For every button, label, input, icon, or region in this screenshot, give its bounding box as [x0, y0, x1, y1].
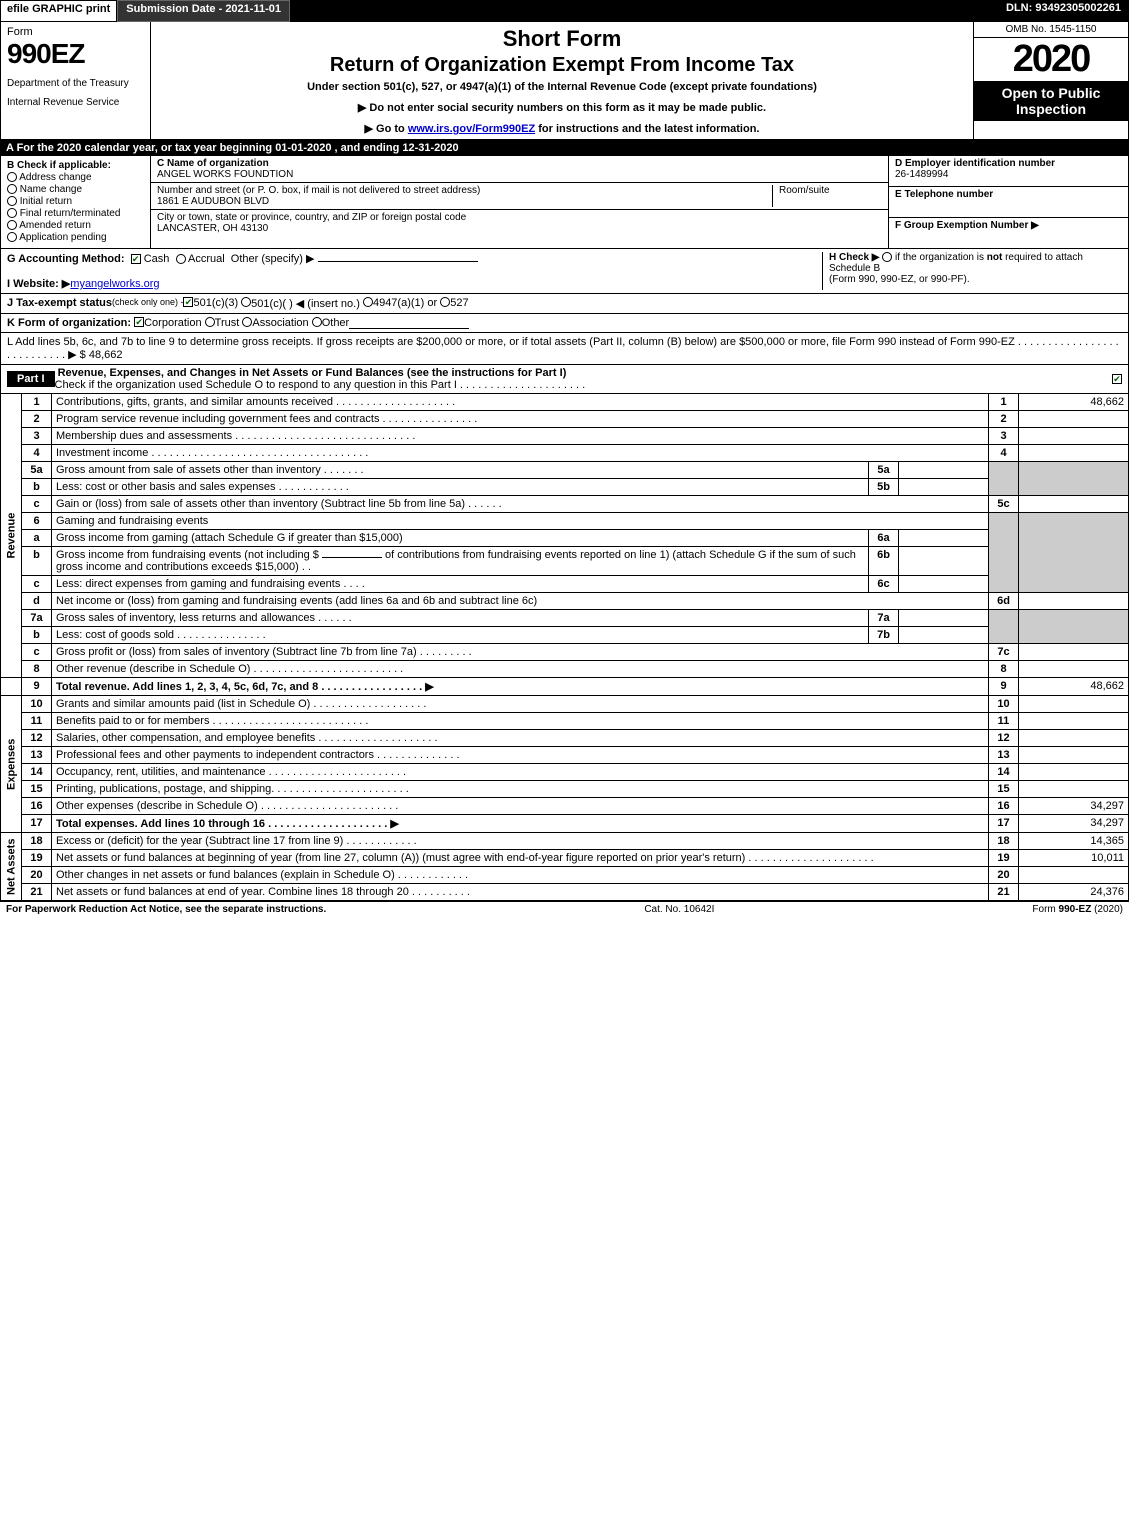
part-i-table: Revenue 1 Contributions, gifts, grants, …: [0, 394, 1129, 901]
cat-number: Cat. No. 10642I: [326, 904, 1032, 915]
ssn-warning: ▶ Do not enter social security numbers o…: [159, 101, 965, 114]
chk-amended-return[interactable]: Amended return: [7, 220, 144, 231]
header-right: OMB No. 1545-1150 2020 Open to Public In…: [973, 22, 1128, 139]
line-6b-contrib-input[interactable]: [322, 557, 382, 558]
chk-501c[interactable]: [241, 297, 251, 307]
section-g: G Accounting Method: Cash Accrual Other …: [7, 252, 816, 290]
line-17-total-expenses: 34,297: [1019, 815, 1129, 833]
goto-post: for instructions and the latest informat…: [535, 123, 759, 135]
phone-label: E Telephone number: [895, 189, 1122, 200]
gross-receipts-amount: 48,662: [89, 349, 123, 361]
line-21-amount: 24,376: [1019, 884, 1129, 901]
ein-label: D Employer identification number: [895, 158, 1122, 169]
chk-name-change[interactable]: Name change: [7, 184, 144, 195]
form-word: Form: [7, 26, 144, 38]
section-l: L Add lines 5b, 6c, and 7b to line 9 to …: [0, 333, 1129, 365]
line-19-amount: 10,011: [1019, 850, 1129, 867]
chk-4947[interactable]: [363, 297, 373, 307]
street-label: Number and street (or P. O. box, if mail…: [157, 185, 772, 196]
net-assets-side-label: Net Assets: [1, 833, 22, 901]
part-i-schedule-o-check[interactable]: [1112, 374, 1122, 384]
efile-print-label[interactable]: efile GRAPHIC print: [0, 0, 117, 22]
form-footer-label: Form 990-EZ (2020): [1032, 904, 1123, 915]
chk-address-change[interactable]: Address change: [7, 172, 144, 183]
city-label: City or town, state or province, country…: [157, 212, 882, 223]
street-value: 1861 E AUDUBON BLVD: [157, 196, 772, 207]
dept-treasury: Department of the Treasury: [7, 78, 144, 89]
tax-year: 2020: [974, 38, 1128, 81]
line-1-amount: 48,662: [1019, 394, 1129, 411]
group-exemption-label: F Group Exemption Number ▶: [895, 220, 1122, 231]
header-middle: Short Form Return of Organization Exempt…: [151, 22, 973, 139]
chk-accrual[interactable]: [176, 254, 186, 264]
chk-application-pending[interactable]: Application pending: [7, 232, 144, 243]
page-footer: For Paperwork Reduction Act Notice, see …: [0, 901, 1129, 917]
accounting-label: G Accounting Method:: [7, 253, 125, 265]
section-b: B Check if applicable: Address change Na…: [1, 156, 151, 248]
part-i-title: Revenue, Expenses, and Changes in Net As…: [55, 367, 1112, 391]
section-d: D Employer identification number 26-1489…: [889, 156, 1128, 187]
section-c: C Name of organization ANGEL WORKS FOUND…: [151, 156, 888, 248]
chk-corporation[interactable]: [134, 317, 144, 327]
chk-trust[interactable]: [205, 317, 215, 327]
website-label: I Website: ▶: [7, 278, 70, 290]
line-16-amount: 34,297: [1019, 798, 1129, 815]
top-bar: efile GRAPHIC print Submission Date - 20…: [0, 0, 1129, 22]
section-b-title: B Check if applicable:: [7, 160, 144, 171]
section-e: E Telephone number: [889, 187, 1128, 218]
submission-date: Submission Date - 2021-11-01: [117, 0, 290, 22]
topbar-spacer: [290, 0, 998, 22]
omb-number: OMB No. 1545-1150: [974, 22, 1128, 38]
part-i-header: Part I Revenue, Expenses, and Changes in…: [0, 365, 1129, 394]
info-block: B Check if applicable: Address change Na…: [0, 156, 1129, 249]
city-value: LANCASTER, OH 43130: [157, 223, 882, 234]
org-name: ANGEL WORKS FOUNDTION: [157, 169, 882, 180]
return-title: Return of Organization Exempt From Incom…: [159, 54, 965, 77]
line-9-total-revenue: 48,662: [1019, 678, 1129, 696]
chk-final-return[interactable]: Final return/terminated: [7, 208, 144, 219]
chk-schedule-b[interactable]: [882, 252, 892, 262]
website-link[interactable]: myangelworks.org: [70, 278, 159, 290]
section-k: K Form of organization: Corporation Trus…: [0, 314, 1129, 333]
form-header: Form 990EZ Department of the Treasury In…: [0, 22, 1129, 140]
goto-pre: ▶ Go to: [365, 123, 408, 135]
chk-other[interactable]: [312, 317, 322, 327]
tax-year-bar: A For the 2020 calendar year, or tax yea…: [0, 140, 1129, 156]
part-i-label: Part I: [7, 371, 55, 387]
header-left: Form 990EZ Department of the Treasury In…: [1, 22, 151, 139]
expenses-side-label: Expenses: [1, 696, 22, 833]
chk-initial-return[interactable]: Initial return: [7, 196, 144, 207]
section-h: H Check ▶ if the organization is not req…: [822, 252, 1122, 290]
line-18-amount: 14,365: [1019, 833, 1129, 850]
chk-501c3[interactable]: [183, 297, 193, 307]
short-form-title: Short Form: [159, 26, 965, 52]
section-j: J Tax-exempt status (check only one) - 5…: [0, 294, 1129, 314]
open-to-public: Open to Public Inspection: [974, 81, 1128, 121]
dln-number: DLN: 93492305002261: [998, 0, 1129, 22]
chk-association[interactable]: [242, 317, 252, 327]
org-name-label: C Name of organization: [157, 158, 882, 169]
irs-link[interactable]: www.irs.gov/Form990EZ: [408, 123, 535, 135]
goto-line: ▶ Go to www.irs.gov/Form990EZ for instru…: [159, 122, 965, 135]
section-f: F Group Exemption Number ▶: [889, 218, 1128, 248]
section-g-h: G Accounting Method: Cash Accrual Other …: [0, 249, 1129, 294]
other-specify-input[interactable]: [318, 261, 478, 262]
form-number: 990EZ: [7, 38, 144, 70]
dept-irs: Internal Revenue Service: [7, 97, 144, 108]
other-org-input[interactable]: [349, 317, 469, 329]
chk-527[interactable]: [440, 297, 450, 307]
under-section: Under section 501(c), 527, or 4947(a)(1)…: [159, 81, 965, 93]
revenue-side-label: Revenue: [1, 394, 22, 678]
ein-value: 26-1489994: [895, 169, 1122, 180]
section-def: D Employer identification number 26-1489…: [888, 156, 1128, 248]
room-suite-label: Room/suite: [772, 185, 882, 207]
chk-cash[interactable]: [131, 254, 141, 264]
paperwork-notice: For Paperwork Reduction Act Notice, see …: [6, 904, 326, 915]
